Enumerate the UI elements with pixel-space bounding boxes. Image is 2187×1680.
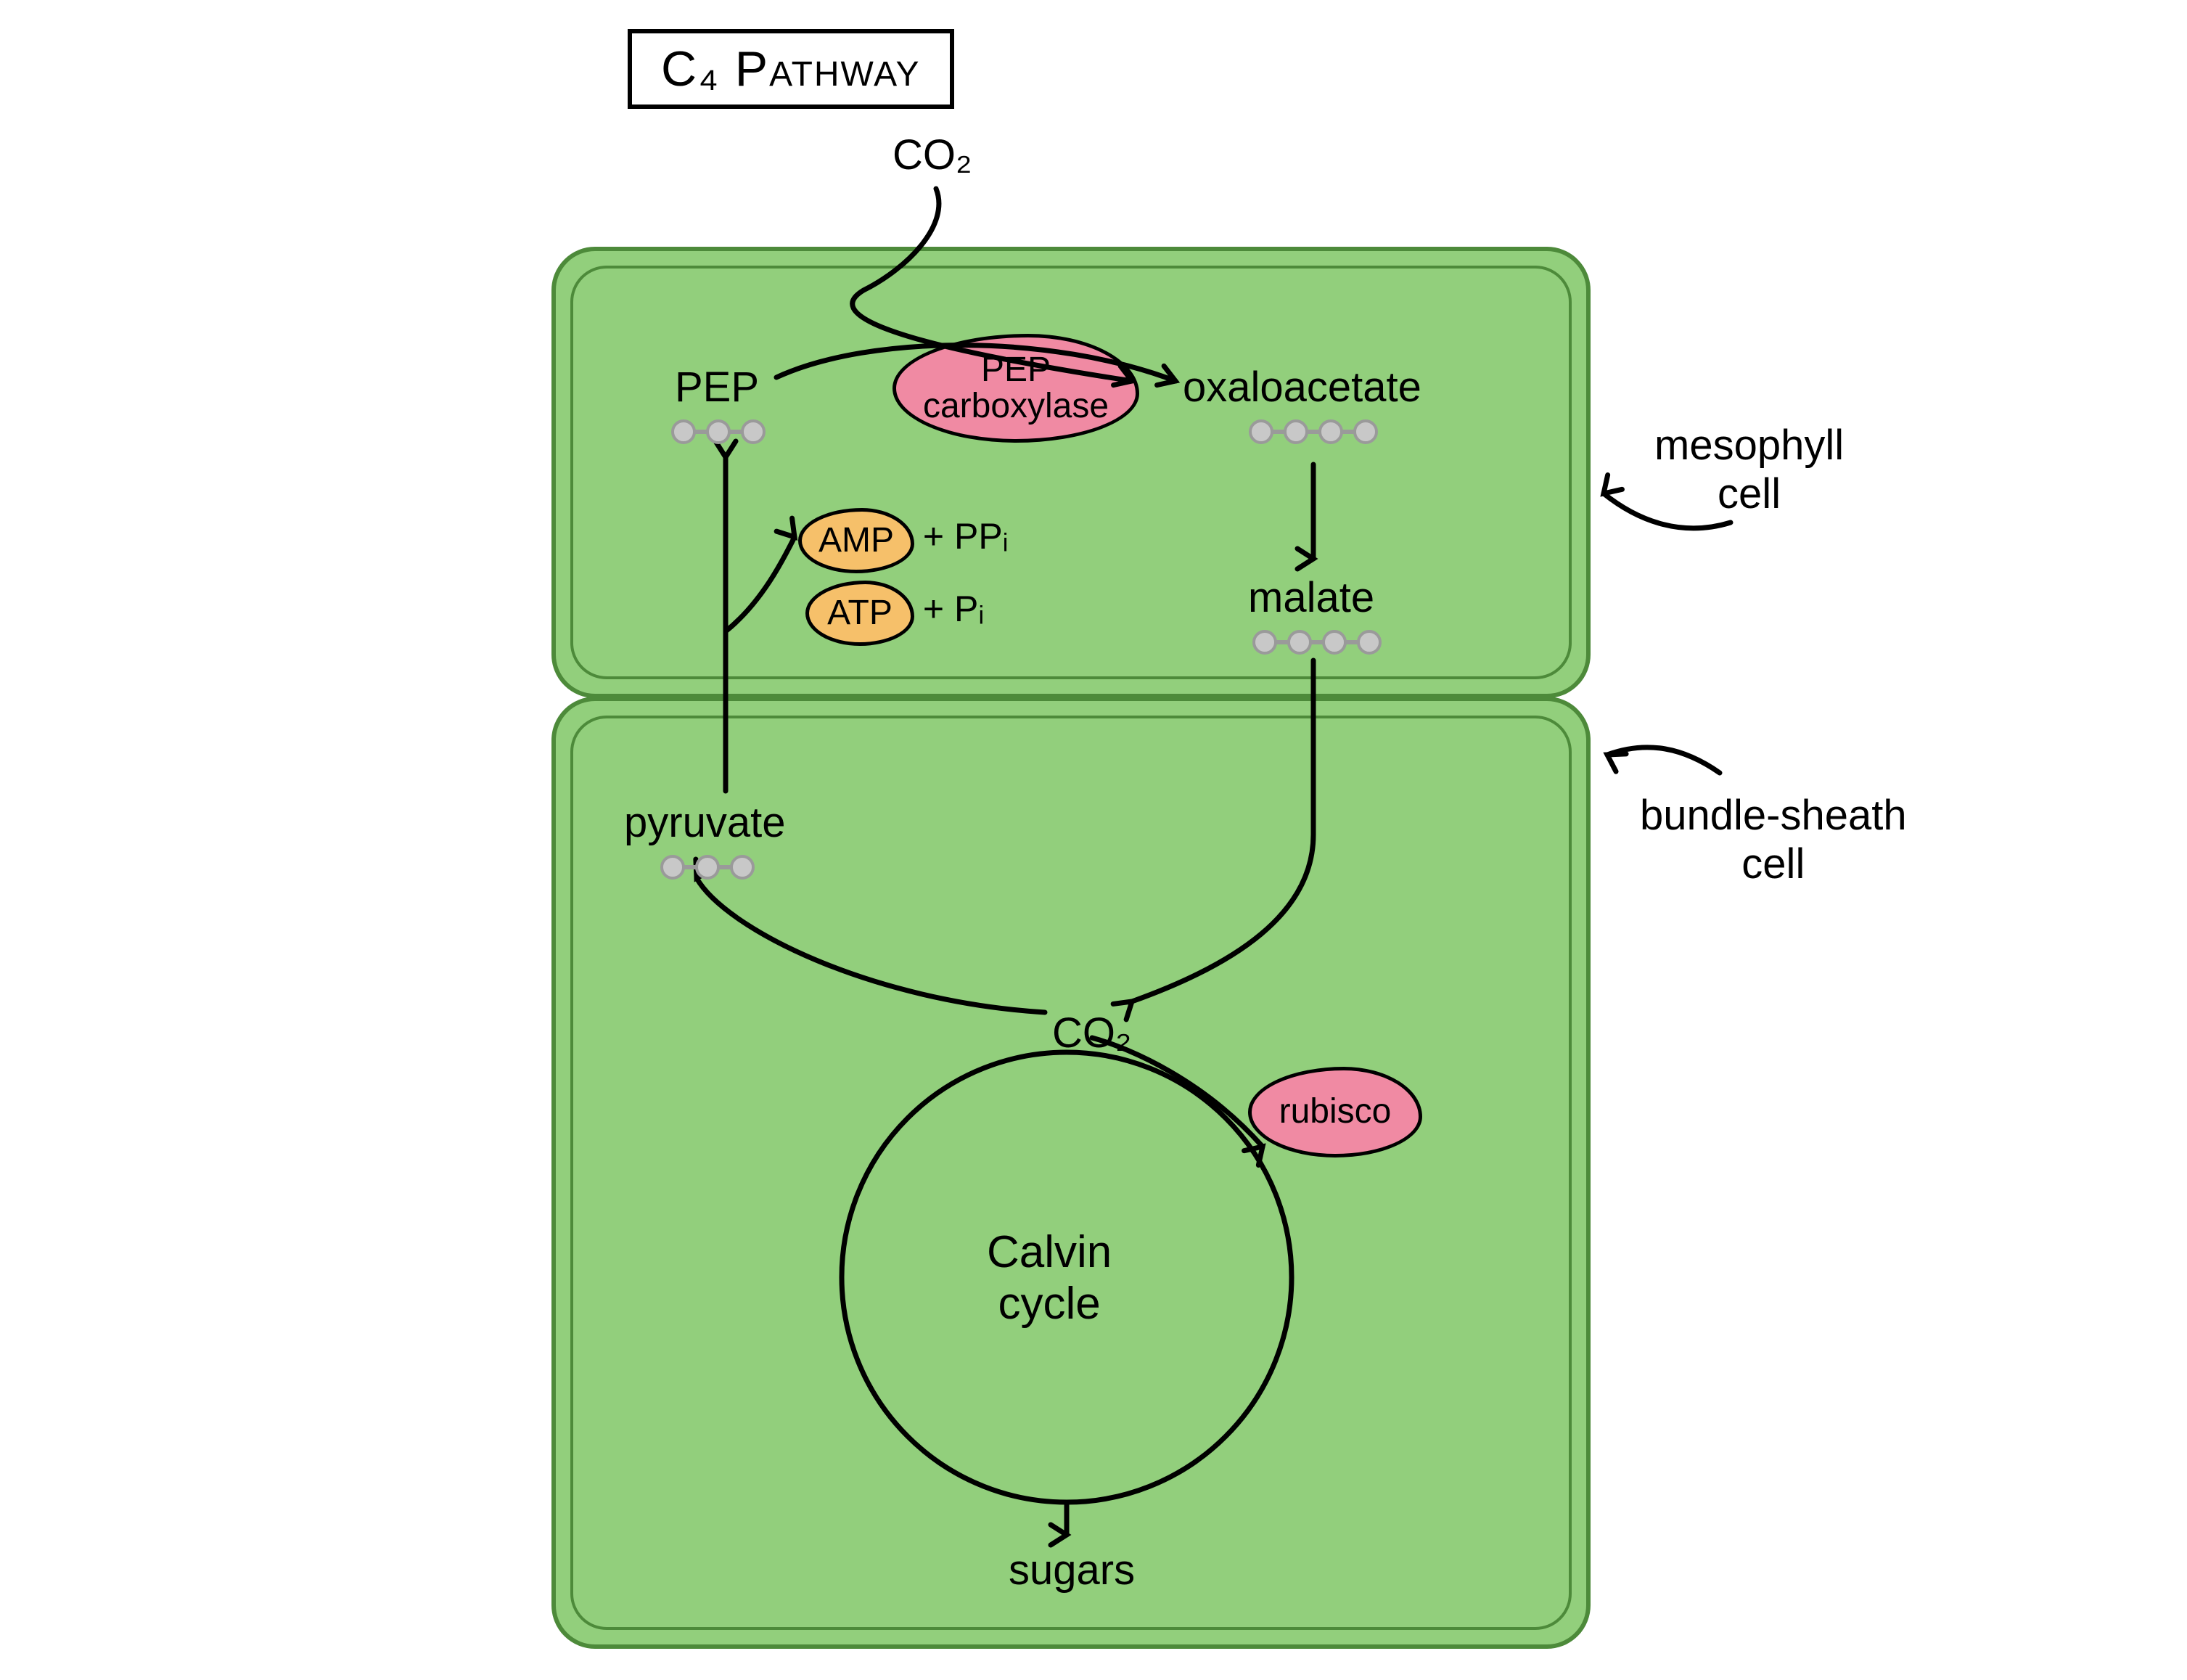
calvin-cycle-label: Calvin cycle <box>987 1226 1112 1329</box>
malate-label: malate <box>1248 573 1374 622</box>
co2-label-inner: CO₂ <box>1052 1009 1132 1057</box>
title-box: C₄ Pathway <box>628 29 954 109</box>
atp-bubble: ATP <box>805 581 914 646</box>
mesophyll-label: mesophyll cell <box>1654 421 1844 518</box>
oxaloacetate-label: oxaloacetate <box>1183 363 1421 411</box>
atp-text: ATP <box>827 595 893 631</box>
amp-bubble: AMP <box>798 508 914 573</box>
mesophyll-cell-inner <box>570 266 1572 679</box>
mesophyll-cell <box>551 247 1591 698</box>
co2-label-top: CO₂ <box>893 131 972 179</box>
bundle-sheath-cell-inner <box>570 716 1572 1630</box>
pep-carboxylase-text: PEP carboxylase <box>896 352 1136 425</box>
rubisco-enzyme: rubisco <box>1248 1067 1422 1157</box>
rubisco-text: rubisco <box>1279 1094 1392 1130</box>
sugars-label: sugars <box>1009 1546 1135 1594</box>
amp-text: AMP <box>818 523 894 559</box>
pyruvate-label: pyruvate <box>624 798 785 847</box>
amp-suffix: + PPᵢ <box>913 515 1009 557</box>
pep-carboxylase-enzyme: PEP carboxylase <box>893 334 1139 443</box>
title-text: C₄ Pathway <box>661 41 921 97</box>
atp-suffix: + Pᵢ <box>913 588 984 630</box>
bundle-sheath-label: bundle-sheath cell <box>1640 791 1907 888</box>
pep-label: PEP <box>675 363 759 411</box>
